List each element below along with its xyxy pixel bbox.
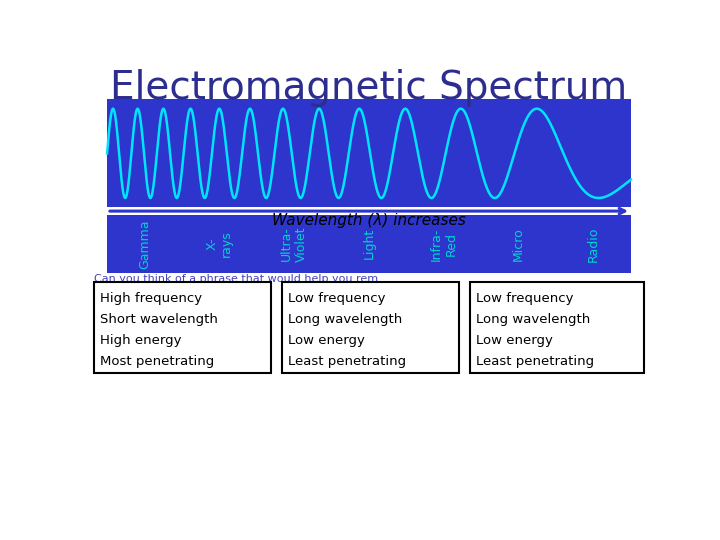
Text: Long wavelength: Long wavelength: [476, 313, 590, 326]
Text: Short wavelength: Short wavelength: [100, 313, 218, 326]
Text: Gamma: Gamma: [138, 219, 151, 268]
Text: Least penetrating: Least penetrating: [289, 355, 407, 368]
Text: Low energy: Low energy: [289, 334, 365, 347]
Text: High frequency: High frequency: [100, 292, 202, 306]
Bar: [94, 282, 271, 373]
Bar: [282, 282, 459, 373]
Bar: [469, 282, 644, 373]
Text: Low frequency: Low frequency: [289, 292, 386, 306]
Text: Infra-
Red: Infra- Red: [430, 227, 458, 260]
Text: Long wavelength: Long wavelength: [289, 313, 402, 326]
Bar: [107, 99, 631, 207]
Text: Electromagnetic Spectrum: Electromagnetic Spectrum: [110, 69, 628, 107]
Text: Least penetrating: Least penetrating: [476, 355, 594, 368]
Text: High energy: High energy: [100, 334, 181, 347]
Text: Low frequency: Low frequency: [476, 292, 573, 306]
Bar: [107, 215, 631, 273]
Text: Radio: Radio: [587, 226, 600, 261]
Text: Micro: Micro: [512, 227, 525, 261]
Text: X-
rays: X- rays: [205, 231, 233, 257]
Text: Ultra-
Violet: Ultra- Violet: [280, 226, 308, 261]
Text: Low energy: Low energy: [476, 334, 553, 347]
Text: Most penetrating: Most penetrating: [100, 355, 215, 368]
Text: Light: Light: [362, 228, 376, 259]
Text: Can you think of a phrase that would help you rem: Can you think of a phrase that would hel…: [94, 274, 378, 284]
Text: Wavelength (λ) increases: Wavelength (λ) increases: [272, 213, 466, 228]
